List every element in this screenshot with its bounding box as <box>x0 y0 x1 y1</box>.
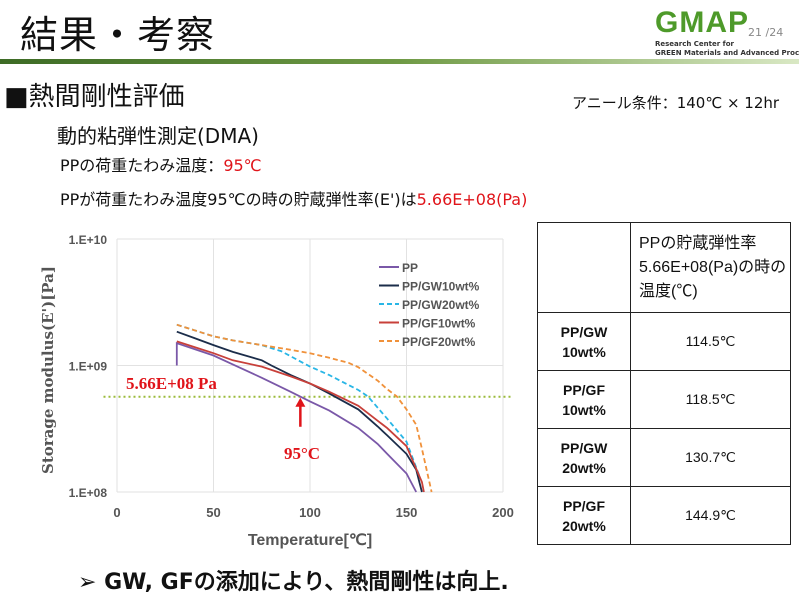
series-line <box>176 340 425 493</box>
x-axis-label: Temperature[℃] <box>248 532 372 549</box>
modulus-line: PPが荷重たわみ温度95℃の時の貯蔵弾性率(E')は5.66E+08(Pa) <box>60 186 527 210</box>
x-tick-label: 50 <box>206 505 220 520</box>
row-value: 114.5℃ <box>630 312 791 371</box>
y-tick-label: 1.E+08 <box>69 486 108 500</box>
grid <box>116 238 504 493</box>
method-subtitle: 動的粘弾性測定(DMA) <box>57 124 259 148</box>
row-value: 144.9℃ <box>630 486 791 545</box>
row-label: PP/GW 20wt% <box>537 428 631 487</box>
y-tick-label: 1.E+09 <box>69 360 108 374</box>
table-corner <box>537 222 631 313</box>
conclusion: ➢ GW, GFの添加により、熱間剛性は向上. <box>78 570 509 595</box>
annotation-label: 95°C <box>284 444 320 463</box>
table-row: PP/GW 10wt% 114.5℃ <box>537 312 791 371</box>
row-value: 118.5℃ <box>630 370 791 429</box>
storage-modulus-chart: 0 50 100 150 200 1.E+08 1.E+09 1.E+10 PP PP/GW10… <box>39 233 514 549</box>
reference-line-label: 5.66E+08 Pa <box>126 374 217 393</box>
series-line <box>176 323 421 478</box>
table-row: PP/GW 20wt% 130.7℃ <box>537 428 791 487</box>
anneal-condition: アニール条件：140℃ × 12hr <box>572 94 780 112</box>
section-heading: ■熱間剛性評価 <box>4 82 185 112</box>
org-name-line1: Research Center for <box>655 40 734 48</box>
legend-entry: PP/GW20wt% <box>402 298 480 312</box>
modulus-value: 5.66E+08(Pa) <box>416 190 528 209</box>
x-tick-label: 200 <box>492 505 514 520</box>
legend-entry: PP/GW10wt% <box>402 280 480 294</box>
series-line <box>176 323 433 493</box>
tick-labels: 0 50 100 150 200 1.E+08 1.E+09 1.E+10 <box>69 233 514 520</box>
x-tick-label: 0 <box>113 505 120 520</box>
row-label: PP/GF 10wt% <box>537 370 631 429</box>
legend-entry: PP <box>402 261 418 275</box>
gmap-logo: GMAP <box>655 6 749 39</box>
y-tick-label: 1.E+10 <box>69 233 108 247</box>
annotation-arrow-head <box>295 397 306 407</box>
table-row: PP/GF 20wt% 144.9℃ <box>537 486 791 545</box>
table-header: PPの貯蔵弾性率5.66E+08(Pa)の時の温度(℃) <box>630 222 791 313</box>
hdt-line: PPの荷重たわみ温度：95℃ <box>60 152 262 176</box>
series-lines <box>103 323 513 493</box>
hdt-value: 95℃ <box>223 156 262 175</box>
hdt-label: PPの荷重たわみ温度： <box>60 156 224 175</box>
modulus-label: PPが荷重たわみ温度95℃の時の貯蔵弾性率(E')は <box>60 190 417 209</box>
y-axis-label: Storage modulus(E')[Pa] <box>39 266 57 474</box>
row-value: 130.7℃ <box>630 428 791 487</box>
row-label: PP/GW 10wt% <box>537 312 631 371</box>
series-line <box>175 341 417 493</box>
page-number: 21 /24 <box>748 26 784 39</box>
org-name-line2: GREEN Materials and Advanced Processing <box>655 49 799 57</box>
title-divider <box>0 59 799 64</box>
results-table: PPの貯蔵弾性率5.66E+08(Pa)の時の温度(℃) PP/GW 10wt% 1… <box>537 222 791 545</box>
legend-entry: PP/GF10wt% <box>402 317 476 331</box>
x-tick-label: 100 <box>299 505 321 520</box>
table-row: PP/GF 10wt% 118.5℃ <box>537 370 791 429</box>
legend: PP PP/GW10wt% PP/GW20wt% PP/GF10wt% PP/GF20w… <box>379 261 480 349</box>
slide-title: 結果・考察 <box>20 13 216 57</box>
row-label: PP/GF 20wt% <box>537 486 631 545</box>
legend-entry: PP/GF20wt% <box>402 335 476 349</box>
x-tick-label: 150 <box>396 505 418 520</box>
